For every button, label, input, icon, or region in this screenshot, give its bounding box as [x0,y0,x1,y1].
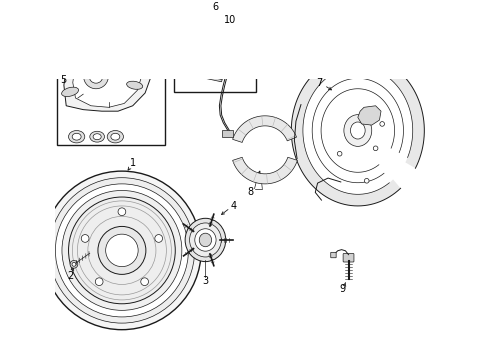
Circle shape [141,278,148,285]
Circle shape [83,64,108,89]
Bar [231,47,241,53]
Polygon shape [73,22,143,107]
Circle shape [116,61,127,73]
Polygon shape [188,23,205,49]
Text: 10: 10 [224,14,236,24]
Text: 3: 3 [202,276,208,286]
Ellipse shape [90,131,104,142]
Ellipse shape [371,60,380,66]
Circle shape [81,235,89,242]
Ellipse shape [194,229,216,251]
Ellipse shape [111,133,120,140]
Ellipse shape [185,218,225,262]
Polygon shape [207,22,224,46]
Polygon shape [357,106,380,125]
Bar [222,130,232,137]
Ellipse shape [343,114,371,147]
Circle shape [105,234,138,267]
Polygon shape [185,64,203,76]
Circle shape [68,197,175,304]
Polygon shape [232,157,297,184]
Text: 6: 6 [212,2,219,12]
Ellipse shape [199,233,211,247]
Circle shape [95,278,103,285]
Circle shape [155,235,162,242]
Circle shape [337,152,341,156]
Ellipse shape [93,134,101,140]
FancyBboxPatch shape [343,253,353,262]
Polygon shape [232,116,296,143]
Text: 2: 2 [67,271,73,281]
Ellipse shape [72,133,81,140]
Polygon shape [64,8,154,111]
Ellipse shape [126,81,142,89]
FancyBboxPatch shape [330,252,335,258]
Text: 9: 9 [339,284,345,294]
Bar [57,8,164,145]
Circle shape [49,178,194,323]
Text: 4: 4 [230,201,237,211]
Polygon shape [208,22,224,44]
Ellipse shape [350,122,365,139]
Circle shape [379,122,384,126]
Polygon shape [206,68,224,80]
Circle shape [111,56,132,78]
Text: 5: 5 [60,75,66,85]
Ellipse shape [107,131,123,143]
Ellipse shape [189,223,221,257]
Ellipse shape [70,260,78,268]
Polygon shape [185,63,204,78]
Ellipse shape [68,131,84,143]
Circle shape [98,226,145,274]
Circle shape [89,69,102,83]
Ellipse shape [72,262,76,266]
Circle shape [62,190,182,310]
Circle shape [42,171,201,330]
Circle shape [372,146,377,150]
Text: 1: 1 [129,158,136,168]
Circle shape [55,184,188,317]
Circle shape [118,208,125,216]
Polygon shape [188,24,205,46]
Text: 8: 8 [247,188,253,197]
Bar [174,9,256,92]
Text: 7: 7 [315,77,322,87]
Ellipse shape [61,87,79,96]
Polygon shape [205,68,224,82]
Circle shape [364,179,368,183]
Polygon shape [291,55,424,206]
